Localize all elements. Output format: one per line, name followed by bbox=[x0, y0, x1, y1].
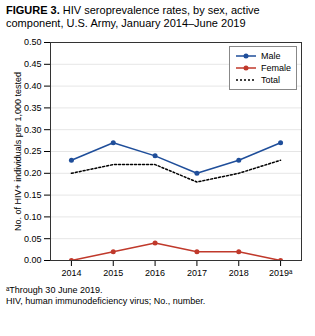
svg-text:0.30: 0.30 bbox=[24, 125, 42, 135]
svg-text:0.10: 0.10 bbox=[24, 212, 42, 222]
svg-text:2017: 2017 bbox=[187, 268, 207, 278]
svg-text:2014: 2014 bbox=[61, 268, 81, 278]
svg-text:0.15: 0.15 bbox=[24, 190, 42, 200]
html-text:HIV, human immunodeficiency vi: HIV, human immunodeficiency virus; No., … bbox=[6, 296, 206, 306]
svg-text:2019ᵃ: 2019ᵃ bbox=[269, 268, 293, 278]
svg-text:0.25: 0.25 bbox=[24, 146, 42, 156]
svg-text:2018: 2018 bbox=[229, 268, 249, 278]
html-text:FIGURE 3. HIV seroprevalence r: FIGURE 3. HIV seroprevalence rates, by s… bbox=[6, 4, 260, 29]
svg-text:No. of HIV+ individuals per 1,: No. of HIV+ individuals per 1,000 tested bbox=[13, 72, 23, 231]
svg-text:0.40: 0.40 bbox=[24, 81, 42, 91]
html-text:Male: Male bbox=[261, 51, 281, 61]
svg-text:0.20: 0.20 bbox=[24, 168, 42, 178]
html-text:Total: Total bbox=[261, 75, 280, 85]
svg-text:2016: 2016 bbox=[145, 268, 165, 278]
html-text:ᵃThrough 30 June 2019.: ᵃThrough 30 June 2019. bbox=[6, 285, 103, 295]
svg-text:2015: 2015 bbox=[103, 268, 123, 278]
svg-text:0.05: 0.05 bbox=[24, 234, 42, 244]
svg-text:0.35: 0.35 bbox=[24, 103, 42, 113]
svg-text:0.00: 0.00 bbox=[24, 255, 42, 265]
html-text:Female: Female bbox=[261, 63, 291, 73]
svg-text:0.50: 0.50 bbox=[24, 37, 42, 47]
svg-text:0.45: 0.45 bbox=[24, 59, 42, 69]
